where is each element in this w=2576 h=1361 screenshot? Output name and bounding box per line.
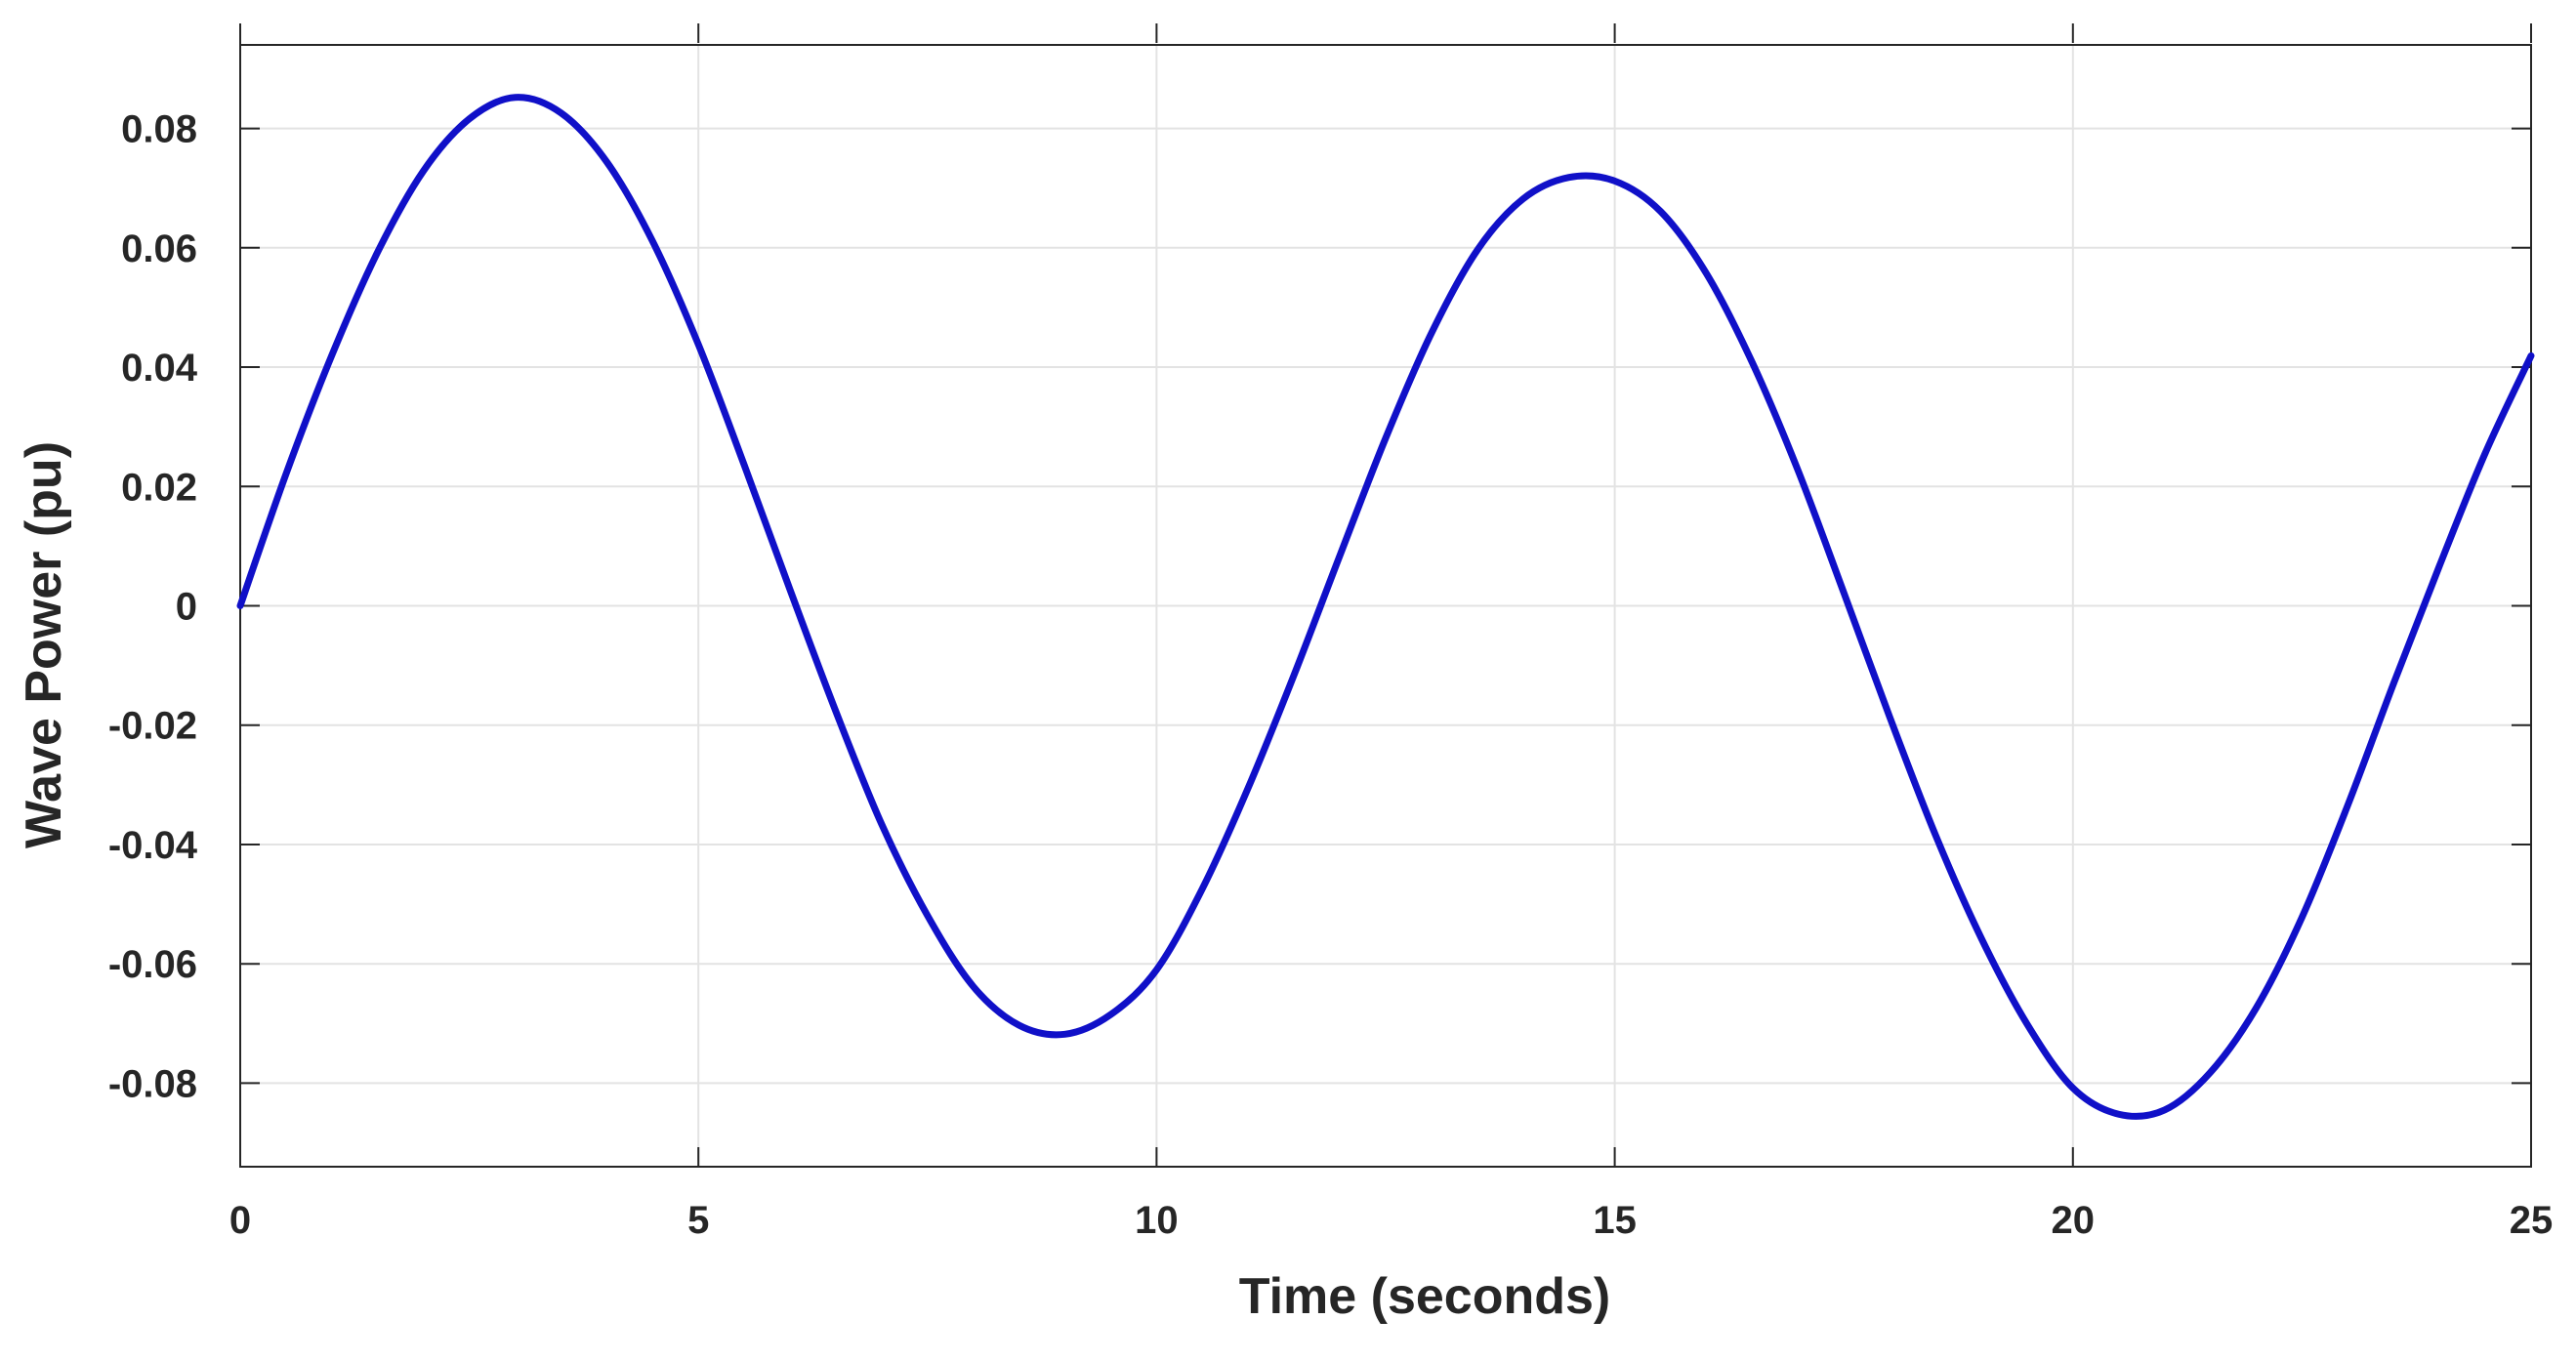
series-line	[236, 94, 2535, 1120]
x-axis-title: Time (seconds)	[1239, 1268, 1610, 1325]
y-tick-label: 0.04	[121, 347, 198, 390]
y-tick-label: 0	[176, 586, 197, 629]
y-axis-title: Wave Power (pu)	[16, 441, 72, 848]
x-tick-label: 5	[687, 1199, 709, 1242]
y-tick-label: 0.02	[121, 466, 197, 509]
y-tick-label: 0.08	[121, 108, 197, 151]
x-tick-label: 10	[1135, 1199, 1179, 1242]
y-tick-label: -0.04	[108, 824, 198, 867]
x-tick-label: 0	[229, 1199, 251, 1242]
y-tick-label: -0.02	[108, 705, 197, 748]
axis-ticks	[239, 23, 2532, 1167]
y-tick-label: 0.06	[121, 227, 197, 270]
grid-lines	[239, 45, 2532, 1167]
y-tick-label: -0.06	[108, 943, 197, 986]
tick-labels: 0 5 10 15 20 25 0.08 0.06 0.04 0.02 0 -0.02 -0.04 -0.…	[108, 108, 2553, 1242]
y-tick-label: -0.08	[108, 1062, 197, 1105]
x-tick-label: 25	[2510, 1199, 2554, 1242]
x-tick-label: 20	[2052, 1199, 2096, 1242]
series-layer	[236, 94, 2535, 1120]
x-tick-label: 15	[1593, 1199, 1637, 1242]
